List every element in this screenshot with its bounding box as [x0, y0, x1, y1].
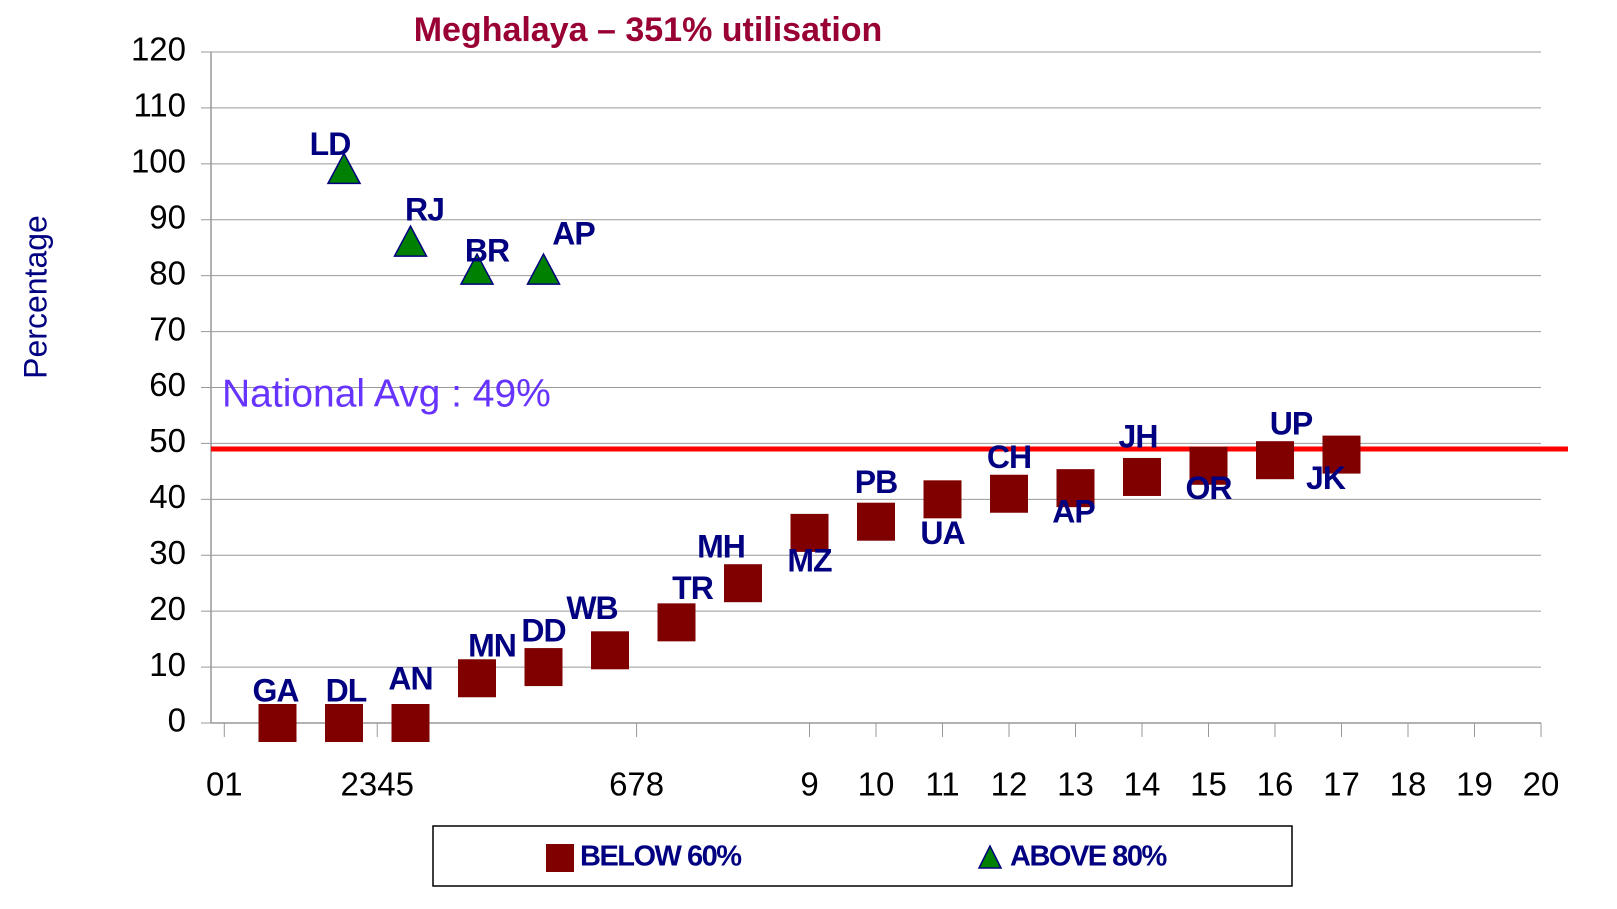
legend-label: BELOW 60%: [580, 841, 742, 873]
point: [1322, 435, 1361, 474]
y-tick-label: 90: [149, 198, 186, 235]
point: [459, 252, 495, 285]
point-label: RJ: [405, 192, 444, 228]
y-tick-label: 10: [149, 646, 186, 683]
x-tick-label: 10: [858, 766, 895, 803]
legend-marker: [546, 844, 574, 872]
point-label: DL: [326, 672, 367, 708]
x-tick-label: 2345: [341, 766, 414, 803]
point: [1056, 469, 1095, 508]
y-tick-label: 110: [133, 87, 186, 124]
x-tick-label: 14: [1124, 766, 1161, 803]
point: [1189, 446, 1228, 485]
legend-label: ABOVE 80%: [1010, 841, 1167, 873]
point: [790, 513, 829, 552]
point-label: OR: [1186, 470, 1233, 506]
x-tick-label: 11: [925, 766, 959, 803]
point-label: AP: [1052, 494, 1095, 530]
point: [524, 648, 563, 687]
reference-label: National Avg : 49%: [222, 372, 551, 415]
point: [391, 704, 430, 742]
point-label: JK: [1306, 460, 1346, 496]
point-label: DD: [521, 613, 565, 649]
point-label: MH: [697, 529, 745, 565]
point: [857, 502, 895, 541]
point: [326, 151, 362, 185]
point-label: JH: [1119, 418, 1158, 454]
point-label: MN: [468, 628, 516, 664]
y-tick-label: 40: [149, 478, 186, 515]
point: [325, 704, 363, 742]
point-label: GA: [253, 672, 300, 708]
x-tick-label: 15: [1190, 766, 1227, 803]
point: [258, 704, 297, 742]
point-label: LD: [310, 126, 351, 162]
point: [1256, 441, 1294, 480]
y-tick-label: 30: [149, 534, 186, 571]
point: [458, 659, 496, 698]
y-axis-label: Percentage: [17, 215, 53, 379]
x-tick-label: 20: [1523, 766, 1560, 803]
point-label: MZ: [787, 542, 832, 578]
x-tick-label: 9: [800, 766, 818, 803]
y-tick-label: 20: [149, 590, 186, 627]
legend: [432, 825, 1293, 887]
point: [657, 603, 696, 642]
y-tick-label: 100: [131, 143, 186, 180]
y-tick-label: 70: [149, 310, 186, 347]
point: [591, 631, 629, 670]
x-tick-label: 17: [1323, 766, 1360, 803]
point-label: AP: [552, 216, 595, 252]
point-label: BR: [465, 233, 510, 269]
point: [990, 474, 1028, 513]
x-tick-label: 01: [206, 766, 243, 803]
point-label: AN: [388, 660, 432, 696]
x-tick-label: 678: [609, 766, 664, 803]
y-tick-label: 60: [149, 366, 186, 403]
point: [526, 252, 561, 285]
point: [923, 480, 962, 519]
point-label: TR: [672, 570, 714, 606]
legend-marker: [977, 844, 1003, 869]
y-tick-label: 0: [168, 702, 186, 739]
y-tick-label: 50: [149, 422, 186, 459]
point-label: WB: [566, 590, 617, 626]
x-tick-label: 12: [991, 766, 1028, 803]
point-label: UP: [1270, 406, 1313, 442]
x-tick-label: 19: [1456, 766, 1493, 803]
x-tick-label: 16: [1257, 766, 1294, 803]
y-tick-label: 80: [149, 254, 186, 291]
x-tick-label: 13: [1057, 766, 1094, 803]
y-tick-label: 120: [131, 31, 186, 68]
point: [393, 224, 428, 257]
point-label: UA: [920, 515, 965, 551]
chart-title: Meghalaya – 351% utilisation: [414, 11, 883, 49]
point-label: PB: [855, 464, 897, 500]
point-label: CH: [987, 439, 1031, 475]
point: [724, 564, 762, 603]
x-tick-label: 18: [1390, 766, 1427, 803]
point: [1123, 457, 1161, 496]
